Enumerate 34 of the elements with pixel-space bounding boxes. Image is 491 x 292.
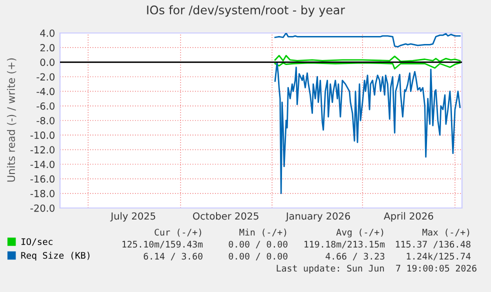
text: 0.00 / 0.00: [228, 240, 288, 248]
legend-label: IO/sec: [22, 238, 52, 246]
y-tick-label: -14.0: [30, 160, 54, 168]
text: Avg (-/+): [336, 228, 384, 238]
x-tick-label: April 2026: [384, 212, 434, 222]
y-tick-label: 0.0: [40, 58, 54, 66]
y-tick-label: -10.0: [30, 132, 54, 139]
chart-title: IOs for /dev/system/root - by year: [147, 5, 346, 17]
text: 0.00 / 0.00: [228, 252, 288, 260]
text: 119.18m/213.15m: [304, 240, 385, 248]
legend-label: Req Size (KB): [21, 252, 90, 261]
text: Cur (-/+): [154, 228, 202, 237]
y-tick-label: -4.0: [36, 88, 54, 96]
x-tick-label: October 2025: [193, 212, 258, 220]
y-tick-label: -8.0: [36, 116, 54, 124]
text: Max (-/+): [422, 228, 470, 237]
text: 4.66 / 3.23: [326, 252, 384, 260]
text: Min (-/+): [239, 228, 286, 237]
y-tick-label: 2.0: [40, 44, 54, 52]
x-tick-label: January 2026: [285, 212, 350, 222]
y-tick-label: -16.0: [30, 175, 54, 183]
y-tick-label: -12.0: [30, 146, 54, 154]
text: 115.37 /136.48: [396, 240, 470, 248]
y-tick-label: -6.0: [36, 102, 54, 110]
text: 6.14 / 3.60: [144, 252, 202, 260]
y-axis-title: Units read (-) / write (+): [6, 58, 16, 182]
y-tick-label: 4.0: [40, 29, 54, 37]
text: Last update: Sun Jun 7 19:00:05 2026: [276, 264, 476, 274]
text: 125.10m/159.43m: [122, 240, 203, 248]
y-tick-label: -2.0: [36, 73, 54, 81]
x-tick-label: July 2025: [110, 212, 156, 222]
y-tick-label: -20.0: [30, 204, 54, 212]
text: 1.24k/125.74: [406, 252, 471, 260]
y-tick-label: -18.0: [30, 190, 54, 198]
